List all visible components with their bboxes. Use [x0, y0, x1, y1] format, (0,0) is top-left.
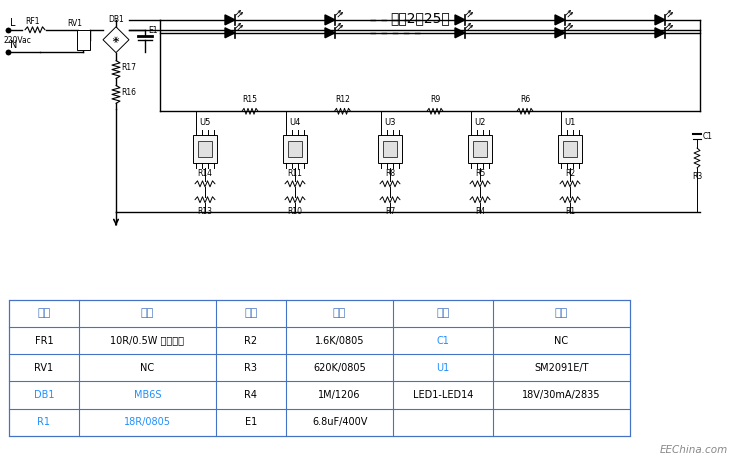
- Text: R4: R4: [245, 390, 257, 400]
- Polygon shape: [455, 15, 465, 25]
- Polygon shape: [325, 15, 335, 25]
- Text: L: L: [10, 18, 16, 28]
- Text: R10: R10: [287, 207, 302, 216]
- Text: 参数: 参数: [141, 308, 154, 318]
- Text: RV1: RV1: [67, 19, 82, 28]
- Bar: [468, 135, 492, 163]
- Polygon shape: [325, 28, 335, 38]
- Text: R1: R1: [565, 207, 575, 216]
- Polygon shape: [225, 15, 235, 25]
- Bar: [384, 142, 397, 157]
- Text: C1: C1: [437, 336, 449, 345]
- Text: 位号: 位号: [437, 308, 449, 318]
- Text: N: N: [10, 40, 18, 49]
- Bar: [9, 300, 630, 436]
- Polygon shape: [455, 28, 465, 38]
- Bar: [77, 30, 89, 49]
- Text: 620K/0805: 620K/0805: [313, 363, 366, 373]
- Text: U1: U1: [437, 363, 449, 373]
- Text: U5: U5: [200, 118, 211, 127]
- Text: R3: R3: [692, 172, 702, 181]
- Polygon shape: [555, 28, 565, 38]
- Text: 参数: 参数: [333, 308, 346, 318]
- Text: 位号: 位号: [245, 308, 257, 318]
- Bar: [198, 142, 211, 157]
- Text: NC: NC: [554, 336, 568, 345]
- Bar: [288, 142, 302, 157]
- Polygon shape: [225, 28, 235, 38]
- Text: U4: U4: [289, 118, 301, 127]
- Text: 位号: 位号: [38, 308, 50, 318]
- Text: R8: R8: [385, 169, 395, 178]
- Text: R7: R7: [385, 207, 395, 216]
- Text: DB1: DB1: [34, 390, 54, 400]
- Text: E1: E1: [148, 26, 157, 35]
- Text: R12: R12: [335, 95, 350, 104]
- Text: R11: R11: [287, 169, 302, 178]
- Text: MB6S: MB6S: [134, 390, 161, 400]
- Text: R17: R17: [121, 63, 136, 72]
- Text: RF1: RF1: [24, 17, 39, 26]
- Text: FR1: FR1: [35, 336, 53, 345]
- Text: R2: R2: [565, 169, 575, 178]
- Text: R14: R14: [197, 169, 213, 178]
- Text: R9: R9: [430, 95, 440, 104]
- Text: R6: R6: [520, 95, 530, 104]
- Text: E1: E1: [245, 417, 257, 427]
- Text: R16: R16: [121, 88, 136, 97]
- Text: 6.8uF/400V: 6.8uF/400V: [312, 417, 367, 427]
- Polygon shape: [655, 28, 665, 38]
- Polygon shape: [555, 15, 565, 25]
- Text: 1M/1206: 1M/1206: [319, 390, 361, 400]
- Text: 18R/0805: 18R/0805: [124, 417, 171, 427]
- Text: U2: U2: [474, 118, 486, 127]
- Text: NC: NC: [140, 363, 154, 373]
- Bar: [563, 142, 576, 157]
- Text: SM2091E/T: SM2091E/T: [534, 363, 588, 373]
- Text: 1.6K/0805: 1.6K/0805: [315, 336, 364, 345]
- Text: R4: R4: [475, 207, 485, 216]
- Bar: [193, 135, 217, 163]
- Text: 灯珠2并25串: 灯珠2并25串: [390, 11, 450, 25]
- Bar: [474, 142, 486, 157]
- Text: 10R/0.5W 绕线电阻: 10R/0.5W 绕线电阻: [110, 336, 185, 345]
- Polygon shape: [103, 27, 129, 53]
- Bar: [283, 135, 307, 163]
- Text: DB1: DB1: [108, 15, 124, 24]
- Text: 参数: 参数: [555, 308, 568, 318]
- Bar: [558, 135, 582, 163]
- Text: R15: R15: [242, 95, 257, 104]
- Bar: [378, 135, 402, 163]
- Text: 220Vac: 220Vac: [4, 36, 32, 45]
- Text: R5: R5: [475, 169, 485, 178]
- Text: R13: R13: [197, 207, 213, 216]
- Text: LED1-LED14: LED1-LED14: [413, 390, 473, 400]
- Text: U3: U3: [384, 118, 396, 127]
- Polygon shape: [655, 15, 665, 25]
- Text: R2: R2: [245, 336, 257, 345]
- Text: R3: R3: [245, 363, 257, 373]
- Text: R1: R1: [38, 417, 50, 427]
- Text: U1: U1: [565, 118, 576, 127]
- Text: C1: C1: [703, 131, 713, 141]
- Text: 18V/30mA/2835: 18V/30mA/2835: [522, 390, 601, 400]
- Text: RV1: RV1: [35, 363, 53, 373]
- Text: EEChina.com: EEChina.com: [660, 445, 728, 455]
